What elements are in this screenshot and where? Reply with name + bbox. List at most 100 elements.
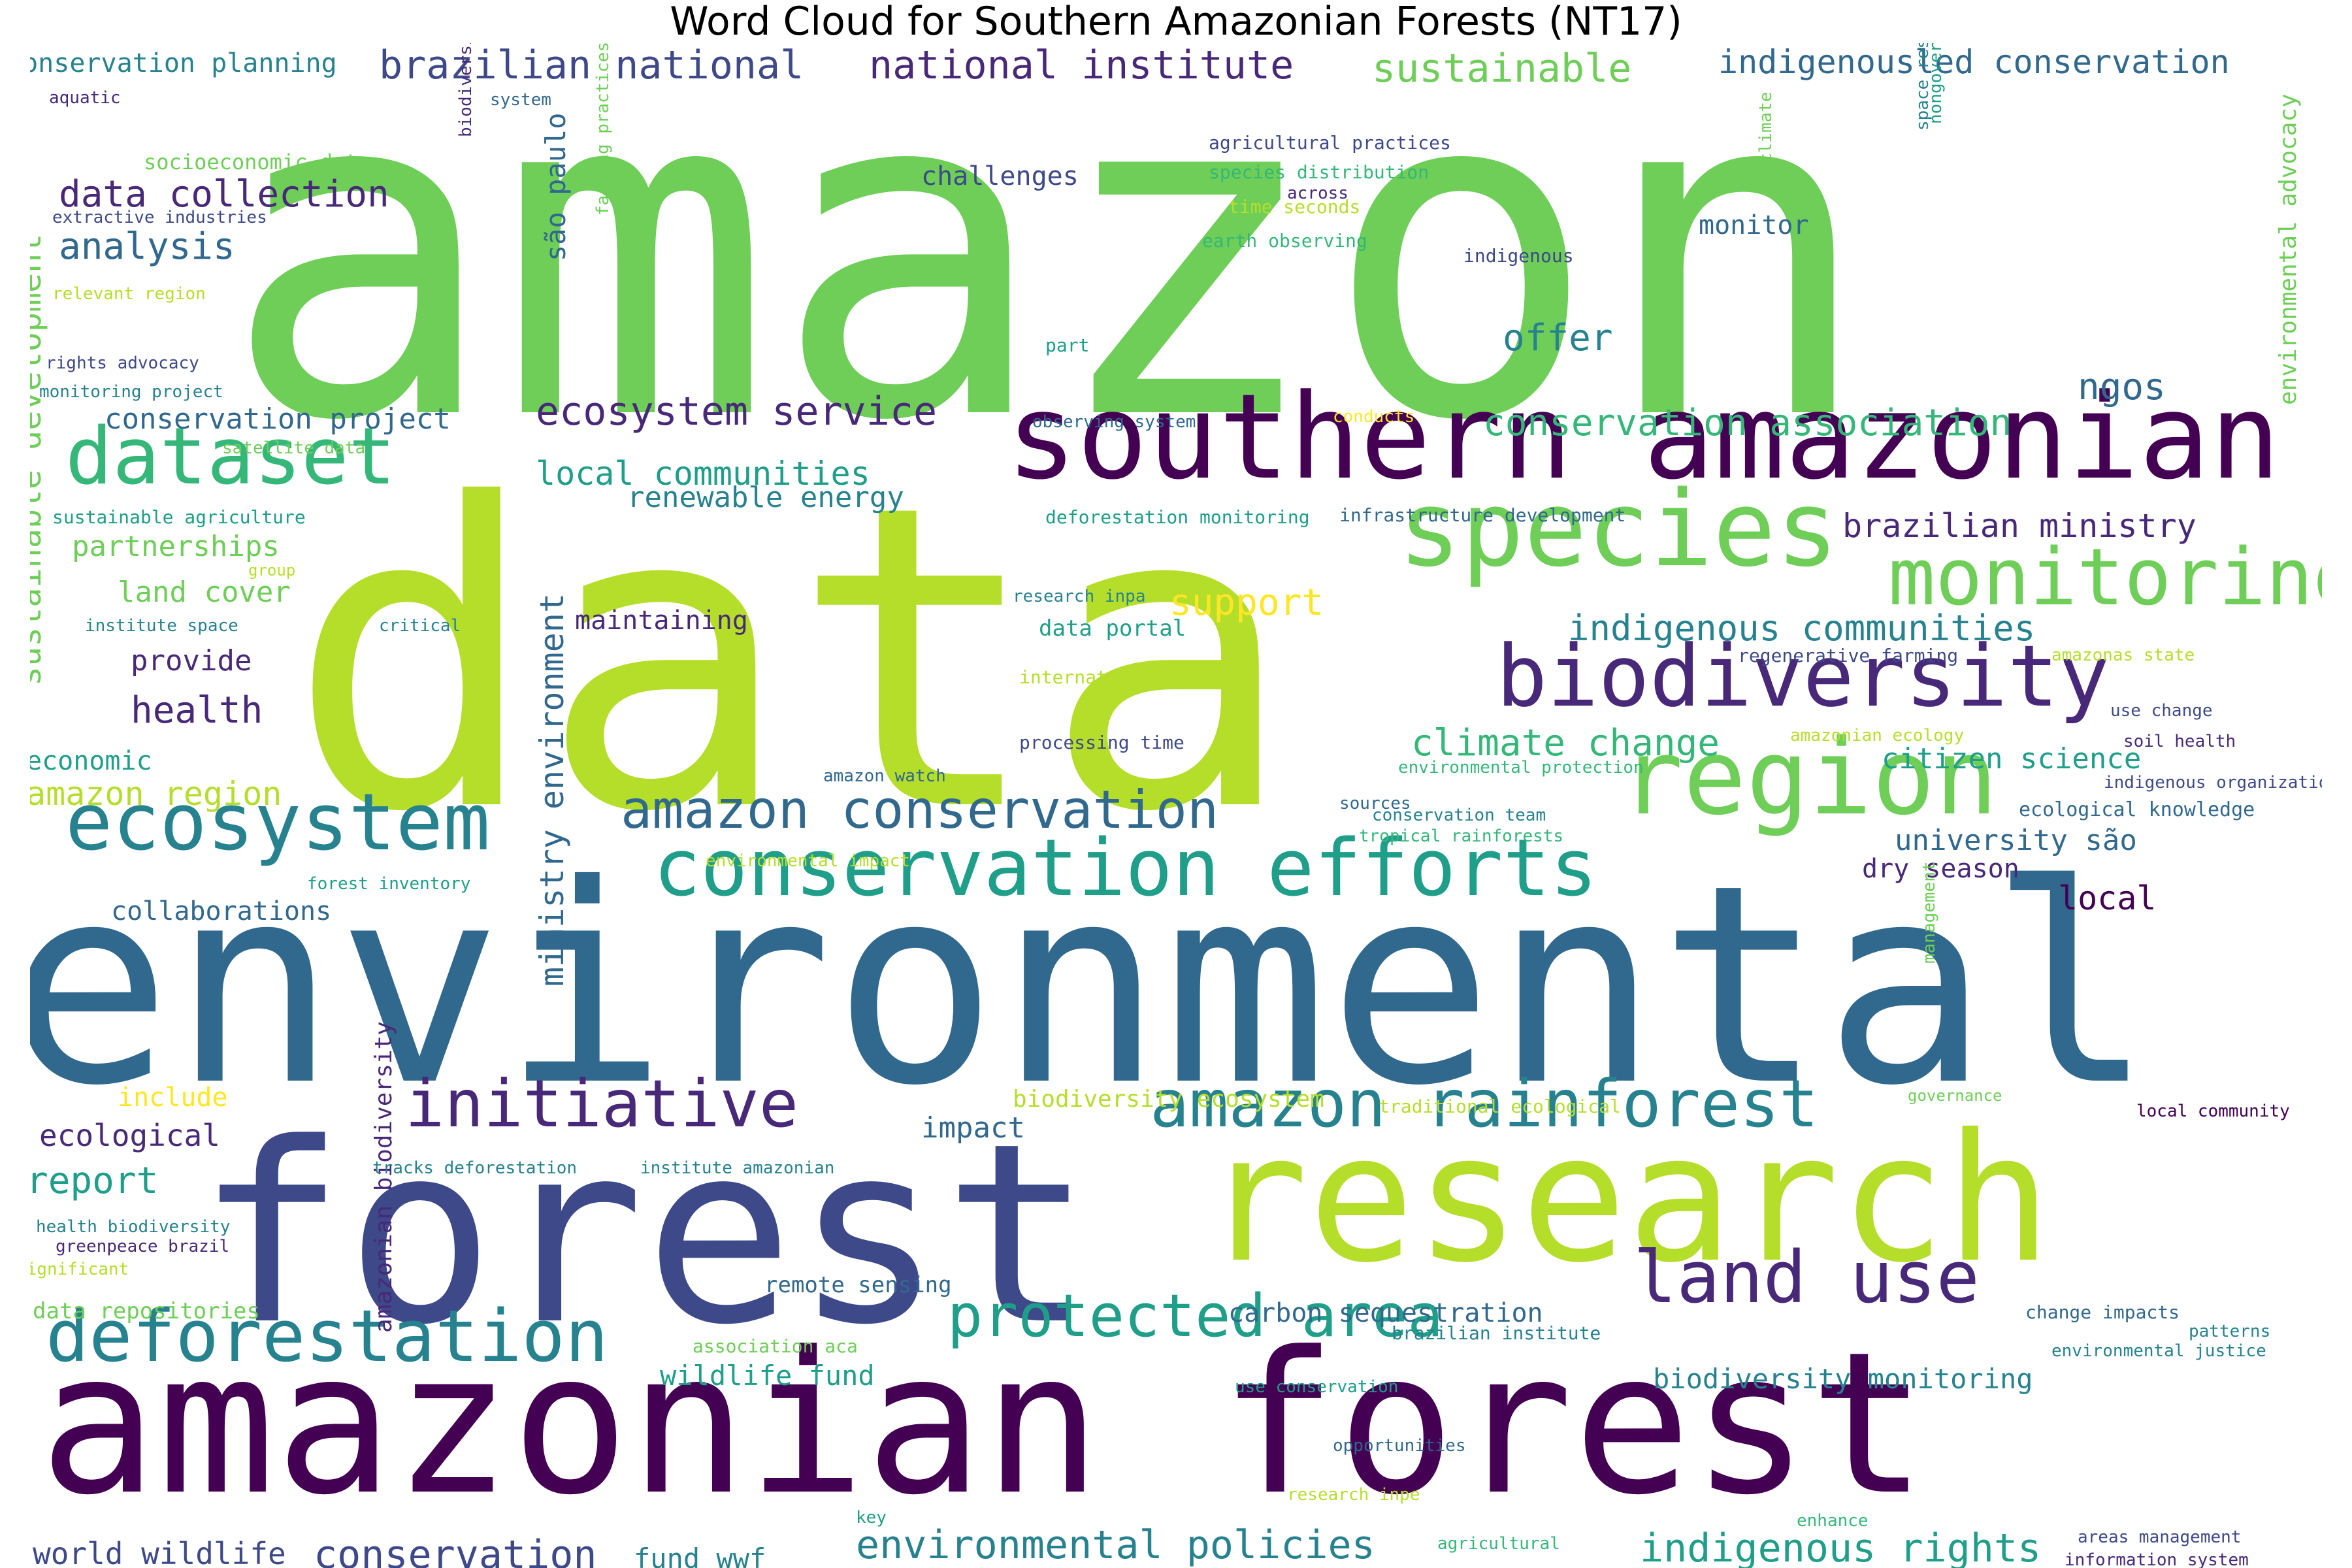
word-4: amazonian forest [39,1310,1927,1538]
word-103: conservation team [1372,806,1546,825]
word-131: patterns [2189,1322,2271,1341]
word-58: indigenous rights [1640,1526,2042,1568]
word-37: citizen science [1882,742,2142,776]
word-102: sources [1339,794,1411,813]
word-72: environmental advocacy [2275,93,2302,405]
word-95: infrastructure development [1339,504,1626,526]
word-123: institute amazonian [640,1158,835,1178]
word-cloud: amazon data environmental forest amazonian f… [30,43,2322,1568]
word-77: monitoring project [39,382,223,402]
word-87: across [1287,184,1348,203]
word-57: environmental policies [856,1522,1375,1568]
word-99: amazon watch [823,766,946,786]
word-54: maintaining [575,606,748,636]
word-63: biodiversity monitoring [1653,1363,2033,1395]
word-44: challenges [921,161,1079,191]
word-105: environmental protection [1398,758,1644,777]
word-127: association aca [693,1335,858,1357]
word-64: carbon sequestration [1228,1298,1543,1328]
word-126: significant [30,1260,129,1279]
word-34: brazilian ministry [1842,507,2197,545]
word-31: local communities [536,455,870,493]
word-38: university são [1895,824,2137,857]
word-45: monitor [1699,210,1809,240]
word-42: offer [1503,317,1613,359]
word-78: satellite data [222,438,366,458]
word-16: deforestation [46,1294,608,1378]
word-11: dataset [65,412,396,502]
word-14: initiative [405,1066,799,1142]
word-1: data [287,416,1295,903]
word-51: economic [30,746,152,776]
word-66: ecological [39,1118,220,1153]
word-117: biodiversity ecosystem [1013,1086,1324,1113]
word-116: space research [1913,43,1933,131]
word-124: health biodiversity [36,1217,231,1237]
word-33: conservation association [1483,402,2012,444]
word-118: traditional ecological [1379,1096,1621,1117]
word-108: amazonas state [2051,645,2195,665]
word-94: deforestation monitoring [1045,506,1310,528]
word-19: amazon conservation [621,779,1219,840]
word-107: regenerative farming [1738,645,1959,666]
word-29: health [131,689,263,732]
word-9: biodiversity [1496,627,2110,726]
word-67: report [30,1160,159,1202]
word-79: sustainable agriculture [52,506,306,528]
word-13: conservation efforts [653,823,1597,914]
word-5: research [1202,1096,2052,1301]
word-47: ministry environment [533,593,571,987]
word-28: analysis [59,225,235,268]
word-120: management [1919,861,1939,964]
chart-title: Word Cloud for Southern Amazonian Forest… [670,0,1682,44]
word-133: opportunities [1333,1436,1466,1456]
word-109: use change [2110,701,2213,721]
word-68: include [118,1083,228,1113]
word-8: region [1620,716,1998,838]
word-20: ecosystem service [536,389,938,434]
word-121: local community [2136,1102,2290,1121]
word-35: indigenous communities [1568,608,2036,649]
word-55: data portal [1039,615,1186,642]
word-113: farming practices [593,43,613,216]
word-39: dry season [1862,854,2019,884]
word-136: enhance [1797,1511,1869,1531]
word-97: international [1019,666,1163,688]
word-46: são paulo [540,112,572,261]
word-139: information system [2065,1550,2249,1568]
word-125: greenpeace brazil [56,1237,230,1256]
word-82: critical [379,616,461,636]
word-26: sustainable development [30,233,48,686]
word-111: indigenous organization [2104,773,2322,792]
word-52: amazon region [30,775,282,813]
word-32: renewable energy [627,481,904,514]
word-0: amazon [222,43,1874,521]
word-70: data repositories [33,1298,260,1324]
word-96: research inpa [1013,587,1146,606]
word-48: partnerships [72,530,280,563]
word-41: ngos [2078,366,2166,408]
word-81: institute space [85,616,238,636]
word-106: amazonian ecology [1790,726,1965,745]
word-83: aquatic [49,88,121,108]
word-24: sustainable [1372,46,1632,91]
word-104: tropical rainforests [1359,826,1564,846]
word-65: remote sensing [764,1272,952,1298]
word-137: agricultural [1437,1534,1560,1554]
word-62: wildlife fund [660,1360,875,1392]
word-10: monitoring [1888,532,2322,623]
word-98: processing time [1019,732,1184,753]
word-132: environmental justice [2051,1341,2266,1361]
word-43: support [1169,581,1324,624]
word-59: conservation [314,1532,597,1568]
word-112: biodiversity information [456,43,476,137]
word-22: brazilian national [379,43,804,88]
word-50: provide [131,644,252,678]
word-7: species [1398,468,1839,590]
word-53: collaborations [111,896,332,926]
word-115: climate [1756,91,1776,163]
word-56: ecological knowledge [2019,798,2255,821]
word-15: amazon rainforest [1150,1066,1819,1142]
word-30: conservation project [105,402,451,436]
word-110: soil health [2123,732,2236,751]
